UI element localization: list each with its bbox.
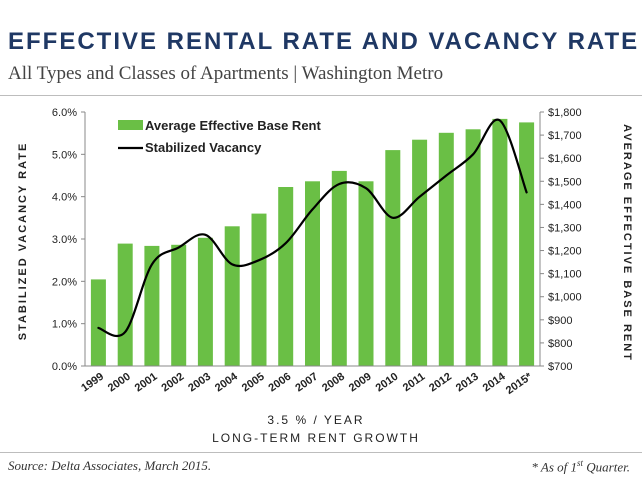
x-tick-label: 2015* bbox=[504, 370, 535, 397]
right-tick-label: $1,300 bbox=[548, 223, 582, 235]
x-tick-label: 2004 bbox=[213, 370, 241, 394]
rent-bar-2013 bbox=[465, 129, 481, 366]
legend-label-vacancy: Stabilized Vacancy bbox=[145, 140, 262, 155]
rent-bar-2009 bbox=[358, 181, 374, 366]
left-axis-title: STABILIZED VACANCY RATE bbox=[17, 142, 29, 341]
right-tick-label: $800 bbox=[548, 338, 572, 350]
x-tick-label: 2008 bbox=[320, 371, 347, 395]
rent-bars bbox=[90, 118, 535, 367]
rent-bar-2005 bbox=[251, 213, 267, 366]
right-tick-label: $1,000 bbox=[548, 292, 582, 304]
rent-bar-2014 bbox=[492, 118, 508, 367]
x-tick-label: 2005 bbox=[240, 371, 267, 395]
right-tick-label: $1,200 bbox=[548, 246, 582, 258]
legend: Average Effective Base Rent Stabilized V… bbox=[118, 118, 321, 155]
left-tick-label: 5.0% bbox=[52, 149, 77, 161]
legend-swatch-rent bbox=[118, 120, 143, 130]
quarter-footnote: * As of 1st Quarter. bbox=[531, 458, 630, 475]
vacancy-line bbox=[97, 118, 528, 338]
x-tick-label: 2007 bbox=[293, 371, 320, 395]
right-tick-labels: $700 $800 $900 $1,000 $1,100 $1,200 $1,300 $1,4… bbox=[540, 107, 582, 373]
chart-subtitle: All Types and Classes of Apartments | Wa… bbox=[8, 63, 444, 84]
rent-bar-2011 bbox=[412, 139, 428, 366]
right-tick-label: $1,400 bbox=[548, 199, 582, 211]
rent-bar-2001 bbox=[144, 245, 160, 366]
x-tick-label: 2011 bbox=[401, 371, 427, 395]
left-tick-labels: 0.0% 1.0% 2.0% 3.0% 4.0% 5.0% 6.0% bbox=[52, 107, 85, 373]
right-tick-label: $1,700 bbox=[548, 130, 582, 142]
right-tick-label: $1,800 bbox=[548, 107, 582, 119]
x-tick-label: 2009 bbox=[347, 371, 374, 395]
rent-bar-2004 bbox=[224, 226, 240, 366]
right-tick-label: $1,100 bbox=[548, 269, 582, 281]
rent-bar-2010 bbox=[385, 150, 401, 366]
left-tick-label: 3.0% bbox=[52, 234, 77, 246]
chart-area: 0.0% 1.0% 2.0% 3.0% 4.0% 5.0% 6.0% $700 $800 $90… bbox=[17, 107, 633, 445]
left-tick-label: 2.0% bbox=[52, 276, 77, 288]
x-tick-labels: 1999 2000 2001 2002 2003 2004 2005 2006 2007 2008… bbox=[79, 370, 535, 397]
x-tick-label: 2002 bbox=[159, 371, 186, 395]
right-axis-title: AVERAGE EFFECTIVE BASE RENT bbox=[621, 124, 633, 362]
left-tick-label: 0.0% bbox=[52, 361, 77, 373]
right-tick-label: $900 bbox=[548, 315, 572, 327]
rent-growth-rate: 3.5 % / YEAR bbox=[267, 413, 364, 427]
left-tick-label: 4.0% bbox=[52, 192, 77, 204]
top-divider bbox=[0, 95, 642, 96]
x-tick-label: 2006 bbox=[266, 371, 293, 395]
rent-bar-2008 bbox=[331, 170, 347, 366]
right-tick-label: $1,500 bbox=[548, 176, 582, 188]
x-tick-label: 2012 bbox=[427, 371, 454, 395]
rent-bar-2003 bbox=[197, 237, 213, 366]
right-tick-label: $1,600 bbox=[548, 153, 582, 165]
rent-bar-2000 bbox=[117, 243, 133, 366]
legend-label-rent: Average Effective Base Rent bbox=[145, 118, 321, 133]
rent-growth-caption: LONG-TERM RENT GROWTH bbox=[212, 431, 420, 445]
rent-bar-2012 bbox=[438, 132, 454, 366]
x-tick-label: 2014 bbox=[481, 370, 509, 394]
x-tick-label: 2003 bbox=[186, 371, 213, 395]
rent-bar-2002 bbox=[171, 244, 187, 366]
bottom-divider bbox=[0, 452, 642, 453]
right-tick-label: $700 bbox=[548, 361, 572, 373]
rent-bar-2007 bbox=[305, 181, 320, 366]
chart-title: EFFECTIVE RENTAL RATE AND VACANCY RATE bbox=[8, 28, 640, 55]
x-tick-label: 1999 bbox=[79, 371, 106, 395]
left-tick-label: 1.0% bbox=[52, 319, 77, 331]
rent-bar-1999 bbox=[90, 279, 106, 366]
x-tick-label: 2010 bbox=[374, 371, 401, 395]
source-note: Source: Delta Associates, March 2015. bbox=[8, 458, 212, 473]
rent-bar-2006 bbox=[278, 187, 294, 366]
x-tick-label: 2013 bbox=[454, 371, 481, 395]
left-tick-label: 6.0% bbox=[52, 107, 77, 119]
rent-bar-2015 bbox=[519, 122, 535, 367]
x-tick-label: 2000 bbox=[106, 371, 133, 395]
x-tick-label: 2001 bbox=[133, 371, 160, 395]
